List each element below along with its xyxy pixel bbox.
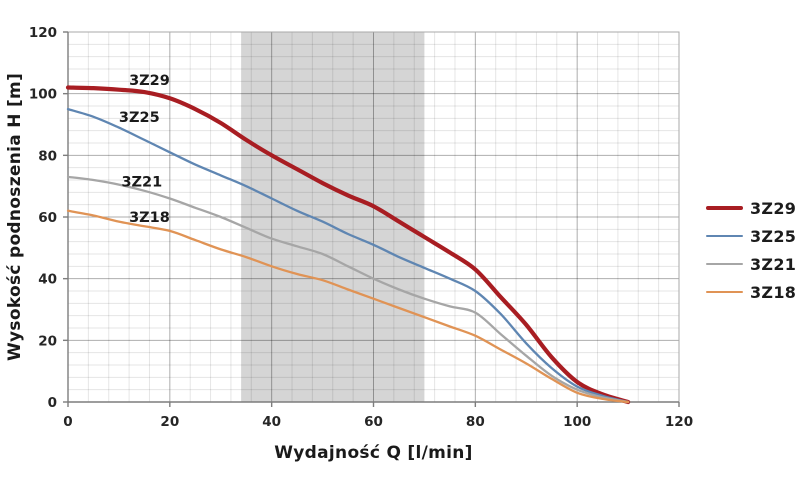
x-tick-label: 0 xyxy=(63,414,72,430)
x-tick-label: 60 xyxy=(364,414,383,430)
x-tick-label: 40 xyxy=(262,414,281,430)
series-label-3z18: 3Z18 xyxy=(129,210,170,226)
x-tick-label: 20 xyxy=(160,414,179,430)
curve-3z29 xyxy=(65,85,631,405)
curve-3z21 xyxy=(66,175,630,404)
y-tick-label: 80 xyxy=(38,148,57,164)
legend-label-3z18: 3Z18 xyxy=(750,282,797,302)
legend-line-swatch-3z21 xyxy=(706,263,743,265)
x-tick-label: 80 xyxy=(466,414,485,430)
legend-item-3z21: 3Z21 xyxy=(706,250,801,278)
y-tick-label: 100 xyxy=(29,87,57,103)
x-tick-label: 120 xyxy=(665,414,693,430)
minor-gridlines xyxy=(68,32,679,402)
legend-label-3z21: 3Z21 xyxy=(750,254,797,274)
series-label-3z29: 3Z29 xyxy=(129,73,170,89)
curve-3z25 xyxy=(66,107,630,404)
curve-3z18 xyxy=(66,209,630,404)
axes xyxy=(63,31,680,407)
legend: 3Z29 3Z25 3Z21 3Z18 xyxy=(706,194,801,306)
legend-line-swatch-3z25 xyxy=(706,235,743,237)
y-axis-title: Wysokość podnoszenia H [m] xyxy=(5,72,25,362)
y-tick-label: 20 xyxy=(38,333,57,349)
legend-line-swatch-3z29 xyxy=(706,206,743,210)
legend-item-3z18: 3Z18 xyxy=(706,278,801,306)
y-tick-label: 120 xyxy=(29,25,57,41)
y-tick-label: 60 xyxy=(38,210,57,226)
tick-labels: 0 20 40 60 80 100 120 0 20 40 60 80 100 120 xyxy=(29,25,693,430)
x-tick-label: 100 xyxy=(563,414,591,430)
series-label-3z25: 3Z25 xyxy=(119,110,160,126)
legend-item-3z25: 3Z25 xyxy=(706,222,801,250)
series-label-3z21: 3Z21 xyxy=(121,175,162,191)
legend-label-3z29: 3Z29 xyxy=(750,198,797,218)
y-tick-label: 40 xyxy=(38,272,57,288)
y-tick-label: 0 xyxy=(48,395,57,411)
legend-label-3z25: 3Z25 xyxy=(750,226,797,246)
legend-line-swatch-3z18 xyxy=(706,291,743,293)
x-axis-title: Wydajność Q [l/min] xyxy=(274,443,473,463)
legend-item-3z29: 3Z29 xyxy=(706,194,801,222)
